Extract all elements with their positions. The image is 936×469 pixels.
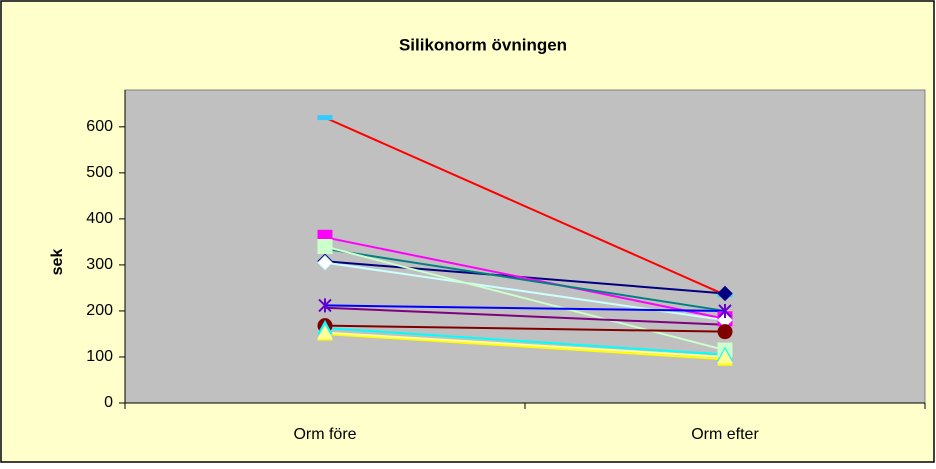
y-tick-label: 300 (86, 256, 113, 273)
y-tick-label: 400 (86, 210, 113, 227)
x-tick-label: Orm före (293, 426, 356, 443)
series-line (324, 116, 726, 296)
chart-title: Silikonorm övningen (399, 35, 567, 54)
series-line (324, 331, 726, 358)
marker (318, 298, 332, 313)
marker (717, 348, 733, 364)
y-tick-label: 200 (86, 302, 113, 319)
marker (317, 115, 333, 121)
series-line (324, 236, 726, 320)
marker (717, 324, 733, 340)
y-tick-label: 600 (86, 118, 113, 135)
series-line (324, 247, 726, 312)
marker (317, 324, 333, 340)
marker (718, 303, 732, 318)
series-line (324, 324, 726, 333)
series-line (324, 304, 726, 312)
series-line (324, 306, 726, 326)
marker (317, 239, 333, 254)
series-line (324, 245, 726, 352)
series-line (324, 332, 726, 361)
y-axis-label: sek (49, 249, 66, 276)
y-tick-label: 0 (104, 394, 113, 411)
x-tick-label: Orm efter (691, 426, 759, 443)
marker (717, 285, 733, 302)
y-tick-label: 100 (86, 348, 113, 365)
y-tick-label: 500 (86, 164, 113, 181)
marker (317, 254, 333, 271)
plot-area (124, 89, 926, 404)
series-line (324, 326, 726, 356)
